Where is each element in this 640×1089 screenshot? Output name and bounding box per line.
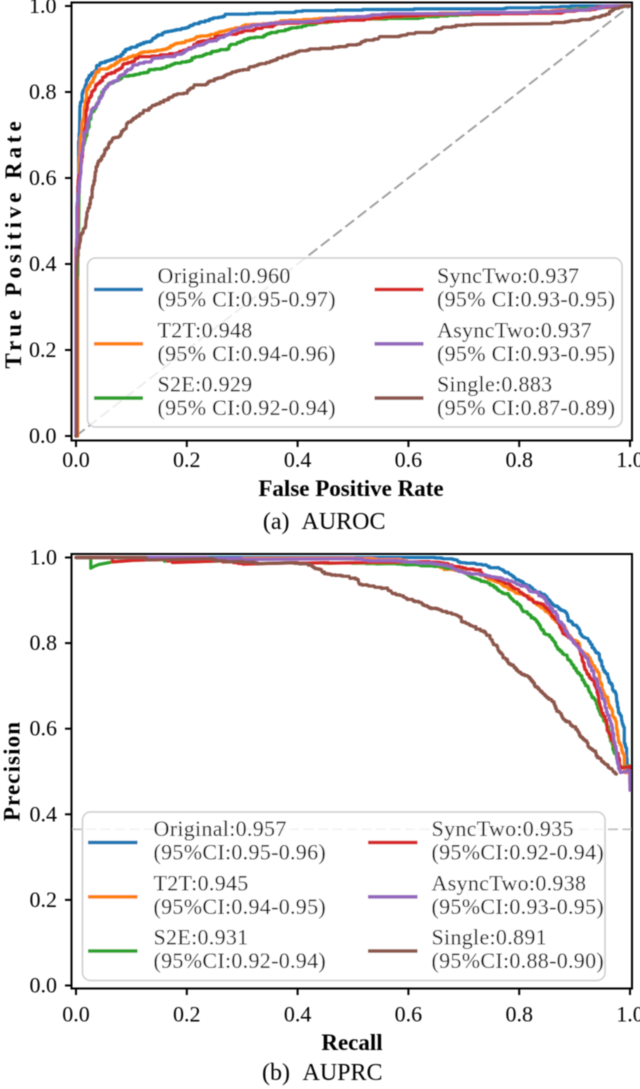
svg-text:0.6: 0.6 <box>395 1002 423 1027</box>
svg-text:0.2: 0.2 <box>29 337 57 362</box>
svg-text:0.4: 0.4 <box>284 1002 312 1027</box>
svg-text:(95%CI:0.92-0.94): (95%CI:0.92-0.94) <box>154 948 327 973</box>
svg-text:Recall: Recall <box>321 1030 382 1055</box>
svg-text:1.0: 1.0 <box>616 1002 640 1027</box>
svg-text:(95%CI:0.93-0.95): (95%CI:0.93-0.95) <box>432 894 605 919</box>
svg-text:T2T:0.948: T2T:0.948 <box>158 317 253 342</box>
svg-text:(95% CI:0.93-0.95): (95% CI:0.93-0.95) <box>437 341 615 366</box>
svg-text:T2T:0.945: T2T:0.945 <box>154 870 249 895</box>
svg-text:1.0: 1.0 <box>616 447 640 472</box>
svg-text:Single:0.891: Single:0.891 <box>432 925 547 950</box>
svg-text:AUROC: AUROC <box>302 509 386 535</box>
svg-text:0.2: 0.2 <box>30 887 58 912</box>
svg-text:0.0: 0.0 <box>30 973 58 998</box>
svg-text:(95% CI:0.87-0.89): (95% CI:0.87-0.89) <box>437 395 615 420</box>
svg-text:0.6: 0.6 <box>30 716 58 741</box>
svg-text:0.6: 0.6 <box>395 447 423 472</box>
svg-text:False Positive Rate: False Positive Rate <box>258 476 443 501</box>
svg-text:0.2: 0.2 <box>173 1002 201 1027</box>
svg-text:0.6: 0.6 <box>29 165 57 190</box>
svg-text:0.4: 0.4 <box>30 801 58 826</box>
svg-text:0.8: 0.8 <box>505 447 533 472</box>
svg-text:S2E:0.929: S2E:0.929 <box>158 372 253 397</box>
svg-text:(95% CI:0.94-0.96): (95% CI:0.94-0.96) <box>158 341 336 366</box>
svg-text:(95% CI:0.95-0.97): (95% CI:0.95-0.97) <box>158 287 336 312</box>
svg-text:Original:0.960: Original:0.960 <box>158 263 291 288</box>
svg-text:Original:0.957: Original:0.957 <box>154 816 287 841</box>
svg-text:(95%CI:0.94-0.95): (95%CI:0.94-0.95) <box>154 894 327 919</box>
svg-text:(95%CI:0.88-0.90): (95%CI:0.88-0.90) <box>432 948 605 973</box>
svg-text:SyncTwo:0.935: SyncTwo:0.935 <box>432 816 574 841</box>
svg-text:SyncTwo:0.937: SyncTwo:0.937 <box>437 263 579 288</box>
svg-text:AsyncTwo:0.937: AsyncTwo:0.937 <box>437 317 592 342</box>
svg-text:0.4: 0.4 <box>29 251 57 276</box>
svg-text:0.8: 0.8 <box>505 1002 533 1027</box>
svg-text:(95% CI:0.92-0.94): (95% CI:0.92-0.94) <box>158 395 336 420</box>
svg-text:(95%CI:0.95-0.96): (95%CI:0.95-0.96) <box>154 840 327 865</box>
svg-text:(a): (a) <box>263 509 290 535</box>
svg-text:Precision: Precision <box>0 721 25 821</box>
svg-text:0.2: 0.2 <box>173 447 201 472</box>
svg-text:0.8: 0.8 <box>30 630 58 655</box>
svg-text:1.0: 1.0 <box>30 545 58 570</box>
svg-text:1.0: 1.0 <box>29 0 57 18</box>
svg-text:0.0: 0.0 <box>62 447 90 472</box>
svg-text:0.4: 0.4 <box>284 447 312 472</box>
svg-text:S2E:0.931: S2E:0.931 <box>154 925 249 950</box>
svg-text:AUPRC: AUPRC <box>303 1060 383 1086</box>
svg-text:(b): (b) <box>262 1060 290 1086</box>
svg-text:Single:0.883: Single:0.883 <box>437 372 552 397</box>
svg-text:(95%CI:0.92-0.94): (95%CI:0.92-0.94) <box>432 840 605 865</box>
svg-text:True Positive Rate: True Positive Rate <box>1 117 26 368</box>
svg-text:(95% CI:0.93-0.95): (95% CI:0.93-0.95) <box>437 287 615 312</box>
svg-text:0.0: 0.0 <box>62 1002 90 1027</box>
svg-text:0.8: 0.8 <box>29 79 57 104</box>
svg-text:AsyncTwo:0.938: AsyncTwo:0.938 <box>432 870 587 895</box>
svg-text:0.0: 0.0 <box>29 423 57 448</box>
